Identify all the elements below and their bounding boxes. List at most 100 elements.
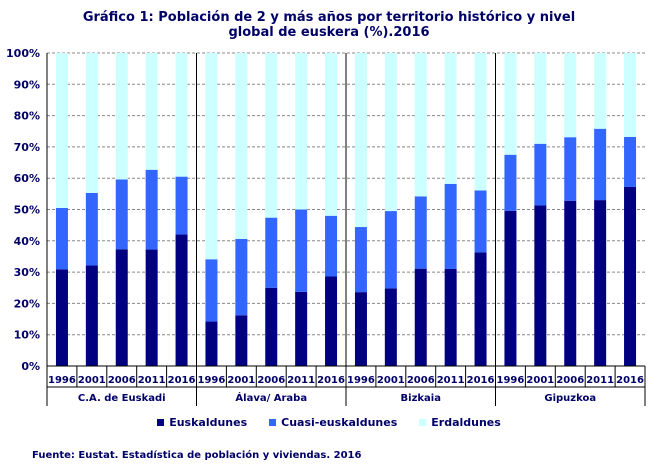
bar-cuasi-euskaldunes [504,154,517,211]
bar-cuasi-euskaldunes [444,183,457,269]
bar-cuasi-euskaldunes [534,143,547,206]
legend-item: Erdaldunes [419,416,501,429]
bar-erdaldunes [265,53,278,218]
bar-euskaldunes [115,249,128,366]
bar-cuasi-euskaldunes [354,227,367,293]
bar-euskaldunes [145,249,158,366]
bar-erdaldunes [55,53,68,208]
y-tick-label: 90% [14,78,40,91]
x-tick-label: 2001 [78,375,106,386]
y-tick-label: 60% [14,172,40,185]
x-tick-label: 2001 [227,375,255,386]
bar-erdaldunes [175,53,188,177]
x-tick-label: 2001 [526,375,554,386]
bar-cuasi-euskaldunes [55,207,68,270]
legend-label: Erdaldunes [431,416,501,429]
legend-swatch [269,419,277,426]
bar-euskaldunes [384,288,397,366]
y-tick-label: 10% [14,329,40,342]
group-label: Bizkaia [401,393,441,404]
bar-euskaldunes [624,186,637,366]
bar-euskaldunes [444,268,457,366]
x-tick-label: 2016 [467,375,495,386]
bar-cuasi-euskaldunes [474,190,487,253]
x-tick-label: 2011 [287,375,315,386]
bar-euskaldunes [564,200,577,366]
bar-cuasi-euskaldunes [624,136,637,187]
bar-cuasi-euskaldunes [325,215,338,277]
bar-erdaldunes [414,53,427,197]
bar-euskaldunes [594,200,607,366]
bar-cuasi-euskaldunes [85,192,98,266]
bar-euskaldunes [534,205,547,366]
bar-cuasi-euskaldunes [594,128,607,201]
y-tick-label: 70% [14,141,40,154]
bar-cuasi-euskaldunes [145,169,158,250]
source-note: Fuente: Eustat. Estadística de población… [32,450,362,461]
y-tick-label: 20% [14,297,40,310]
x-tick-label: 2016 [616,375,644,386]
y-tick-label: 100% [6,47,40,60]
bar-euskaldunes [295,291,308,366]
bar-erdaldunes [295,53,308,210]
bar-euskaldunes [414,268,427,366]
bar-erdaldunes [384,53,397,212]
bar-erdaldunes [444,53,457,184]
legend-label: Cuasi-euskaldunes [281,416,398,429]
bar-erdaldunes [474,53,487,191]
bar-cuasi-euskaldunes [414,196,427,269]
legend: Euskaldunes Cuasi-euskaldunes Erdaldunes [0,416,658,429]
x-tick-label: 2006 [556,375,584,386]
y-tick-label: 30% [14,266,40,279]
bar-euskaldunes [265,287,278,366]
x-tick-label: 2006 [257,375,285,386]
title-line-2: global de euskera (%).2016 [228,25,430,40]
bar-euskaldunes [504,210,517,366]
x-tick-label: 2001 [377,375,405,386]
bar-euskaldunes [354,292,367,366]
x-tick-label: 1996 [347,375,375,386]
bar-cuasi-euskaldunes [564,137,577,201]
bar-euskaldunes [474,252,487,366]
bar-erdaldunes [235,53,248,239]
group-label: C.A. de Euskadi [78,393,166,404]
y-tick-label: 40% [14,235,40,248]
legend-item: Euskaldunes [157,416,247,429]
bar-euskaldunes [175,234,188,366]
bar-erdaldunes [205,53,218,260]
x-tick-label: 1996 [497,375,525,386]
bar-cuasi-euskaldunes [205,259,218,322]
bar-erdaldunes [564,53,577,138]
bar-cuasi-euskaldunes [265,217,278,288]
y-tick-label: 0% [21,360,40,373]
x-tick-label: 1996 [198,375,226,386]
x-tick-label: 2011 [586,375,614,386]
legend-swatch [419,419,427,426]
bar-erdaldunes [325,53,338,216]
x-tick-label: 2011 [437,375,465,386]
bar-euskaldunes [235,315,248,366]
bar-erdaldunes [594,53,607,129]
x-tick-label: 2016 [168,375,196,386]
x-tick-label: 2016 [317,375,345,386]
bar-euskaldunes [55,269,68,366]
plot-area: 0%10%20%30%40%50%60%70%80%90%100%1996 200… [6,47,646,406]
bar-euskaldunes [205,321,218,366]
bar-erdaldunes [504,53,517,155]
group-label: Gipuzkoa [544,393,596,404]
legend-swatch [157,419,165,426]
bar-cuasi-euskaldunes [235,238,248,316]
x-tick-label: 1996 [48,375,76,386]
bar-erdaldunes [624,53,637,137]
x-tick-label: 2006 [108,375,136,386]
bar-erdaldunes [354,53,367,228]
bar-erdaldunes [85,53,98,193]
bar-cuasi-euskaldunes [175,176,188,235]
bar-cuasi-euskaldunes [295,209,308,292]
x-tick-label: 2006 [407,375,435,386]
x-tick-label: 2011 [138,375,166,386]
group-label: Álava/ Araba [235,391,307,404]
y-tick-label: 80% [14,110,40,123]
title-line-1: Gráfico 1: Población de 2 y más años por… [82,10,576,25]
